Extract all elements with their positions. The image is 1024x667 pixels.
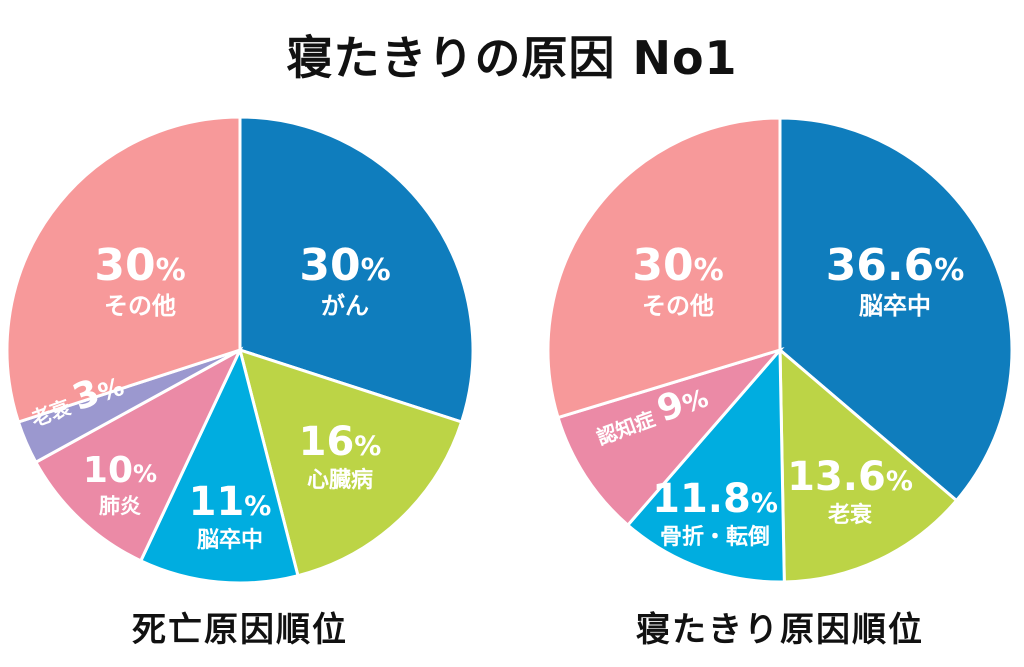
slice-value-label: 13.6% <box>787 454 913 500</box>
slice-name-label: 肺炎 <box>99 494 141 518</box>
slice-label-group: 30%その他 <box>632 240 723 320</box>
slice-name-label: 脳卒中 <box>197 527 263 553</box>
slice-value-label: 30% <box>94 240 185 291</box>
slice-label-group: 36.6%脳卒中 <box>826 240 965 320</box>
slice-name-label: 脳卒中 <box>859 292 931 320</box>
page-title: 寝たきりの原因 No1 <box>286 31 738 85</box>
pie-slice <box>238 115 475 424</box>
slice-value-label: 16% <box>299 419 382 465</box>
slice-value-label: 36.6% <box>826 240 965 291</box>
slice-name-label: 骨折・転倒 <box>660 524 770 550</box>
pie-slice <box>33 346 244 563</box>
slice-name-label: その他 <box>642 292 714 320</box>
slice-label-group: 11%脳卒中 <box>189 479 272 553</box>
pie-slice <box>778 346 959 584</box>
slice-value-label: 11.8% <box>652 476 778 522</box>
slice-label-group: 11.8%骨折・転倒 <box>652 476 778 550</box>
slice-name-label: がん <box>321 292 369 320</box>
slice-name-label: 老衰 <box>827 502 873 528</box>
slice-value-label: 30% <box>632 240 723 291</box>
slice-name-label: その他 <box>104 292 176 320</box>
chart-title-death-causes: 死亡原因順位 <box>132 610 348 650</box>
slice-label-group: 10% 肺炎 <box>83 450 157 518</box>
pie-slice <box>556 347 785 528</box>
pie-slice <box>237 347 464 578</box>
slice-label-group: 16%心臓病 <box>299 419 382 493</box>
pie-slice <box>138 345 300 585</box>
slice-value-label: 30% <box>299 240 390 291</box>
slice-value-label: 10% <box>83 450 157 491</box>
chart-title-bedridden-causes: 寝たきり原因順位 <box>636 610 924 650</box>
slice-value-label: 11% <box>189 479 272 525</box>
pie-slice <box>5 115 242 424</box>
pie-slice <box>778 116 1014 503</box>
slice-label-group: 13.6%老衰 <box>787 454 913 528</box>
pie-slice <box>625 346 786 584</box>
slice-name-label: 心臓病 <box>307 467 373 493</box>
pie-slice <box>546 116 782 420</box>
slice-label-group: 30%がん <box>299 240 390 320</box>
slice-label-group: 30%その他 <box>94 240 185 320</box>
